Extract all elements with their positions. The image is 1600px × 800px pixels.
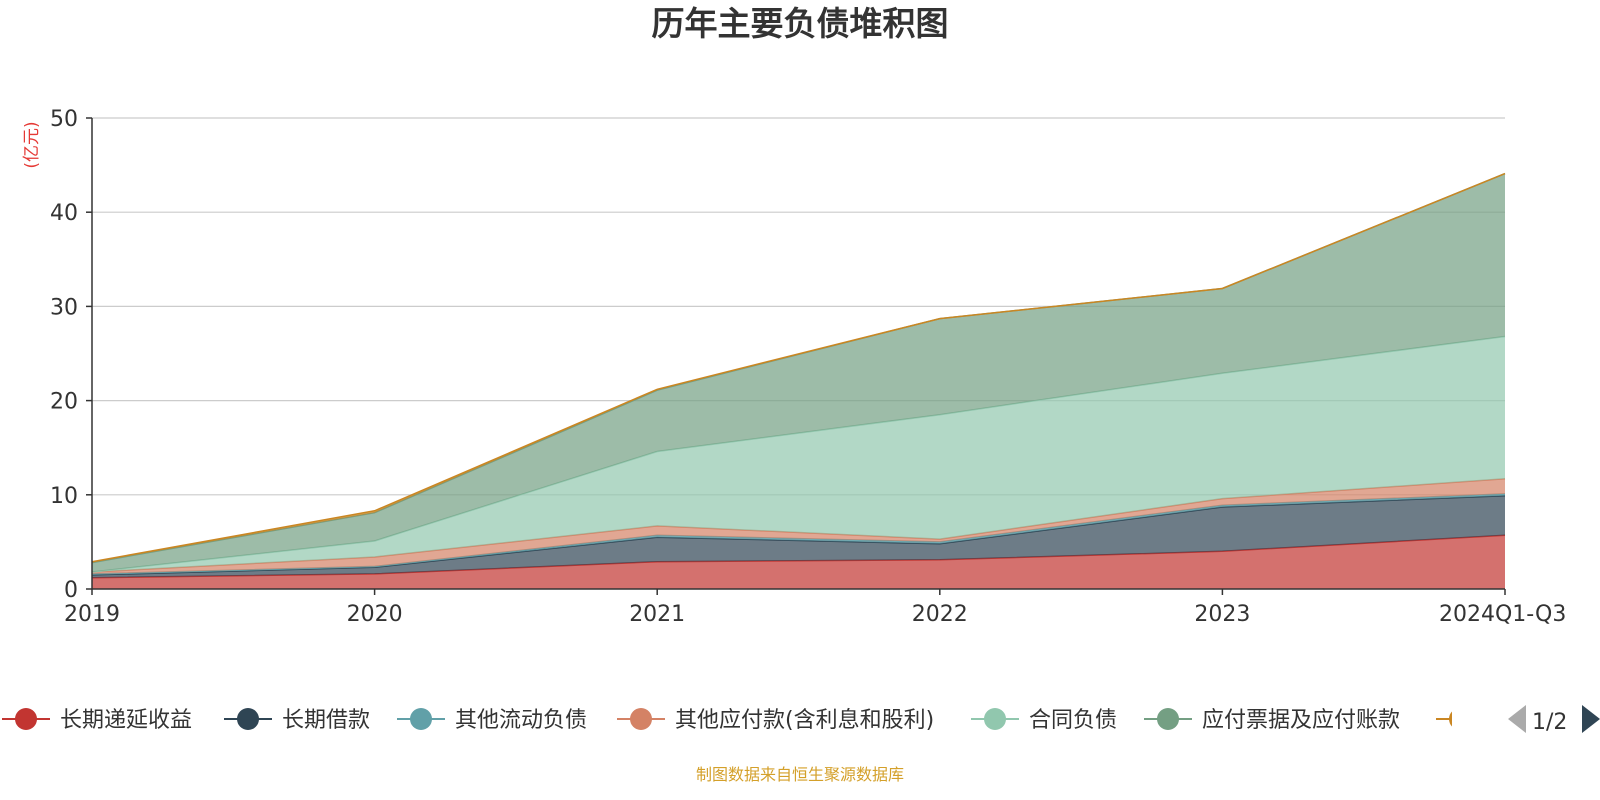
legend-item[interactable]: 其他应付款(含利息和股利) bbox=[617, 708, 934, 733]
legend-page-indicator: 1/2 bbox=[1532, 710, 1567, 735]
area-series-5 bbox=[92, 173, 1505, 572]
y-tick-label: 30 bbox=[50, 295, 78, 320]
chart-title: 历年主要负债堆积图 bbox=[652, 4, 949, 43]
legend-marker-icon bbox=[237, 708, 259, 730]
legend-label: 长期借款 bbox=[282, 708, 370, 733]
legend-next-page-icon[interactable] bbox=[1582, 705, 1600, 733]
x-tick-label: 2022 bbox=[912, 602, 968, 627]
axes: 0 10 20 30 40 50 2019 2020 2021 2022 2023 2024Q1-Q3 bbox=[50, 107, 1566, 627]
y-axis-unit-label: (亿元) bbox=[22, 121, 42, 168]
x-tick-label: 2023 bbox=[1194, 602, 1250, 627]
legend-marker-icon bbox=[984, 708, 1006, 730]
legend-item[interactable]: 长期借款 bbox=[224, 708, 370, 733]
legend-item[interactable]: 应付票据及应付账款 bbox=[1144, 708, 1400, 733]
y-tick-label: 50 bbox=[50, 107, 78, 132]
legend-item[interactable]: 长期递延收益 bbox=[2, 708, 192, 733]
y-tick-label: 10 bbox=[50, 484, 78, 509]
legend-item[interactable]: 其他流动负债 bbox=[397, 708, 587, 733]
area-series-line-6 bbox=[91, 172, 1506, 563]
data-source-note: 制图数据来自恒生聚源数据库 bbox=[696, 765, 904, 784]
legend-prev-page-icon[interactable] bbox=[1508, 705, 1526, 733]
area-series bbox=[91, 172, 1506, 589]
legend-overflow-mask bbox=[1452, 700, 1502, 740]
area-series-0 bbox=[92, 535, 1505, 589]
legend-label: 应付票据及应付账款 bbox=[1202, 708, 1400, 733]
legend-label: 长期递延收益 bbox=[60, 708, 192, 733]
x-tick-label: 2019 bbox=[64, 602, 120, 627]
y-tick-label: 40 bbox=[50, 201, 78, 226]
legend-label: 合同负债 bbox=[1029, 708, 1117, 733]
area-series-3 bbox=[92, 478, 1505, 574]
legend-pager: 1/2 bbox=[1508, 705, 1600, 735]
legend: 长期递延收益 长期借款 其他流动负债 其他应付款(含利息和股利) 合同负债 应付票据及应付… bbox=[2, 700, 1502, 740]
legend-marker-icon bbox=[1157, 708, 1179, 730]
y-tick-label: 20 bbox=[50, 390, 78, 415]
legend-marker-icon bbox=[410, 708, 432, 730]
legend-marker-icon bbox=[630, 708, 652, 730]
legend-marker-icon bbox=[15, 708, 37, 730]
x-tick-label: 2021 bbox=[629, 602, 685, 627]
area-series-4 bbox=[92, 336, 1505, 572]
legend-label: 其他应付款(含利息和股利) bbox=[675, 708, 934, 733]
legend-label: 其他流动负债 bbox=[455, 708, 587, 733]
x-tick-label: 2024Q1-Q3 bbox=[1439, 602, 1566, 627]
y-tick-label: 0 bbox=[64, 578, 78, 603]
x-tick-label: 2020 bbox=[347, 602, 403, 627]
legend-item[interactable]: 合同负债 bbox=[971, 708, 1117, 733]
